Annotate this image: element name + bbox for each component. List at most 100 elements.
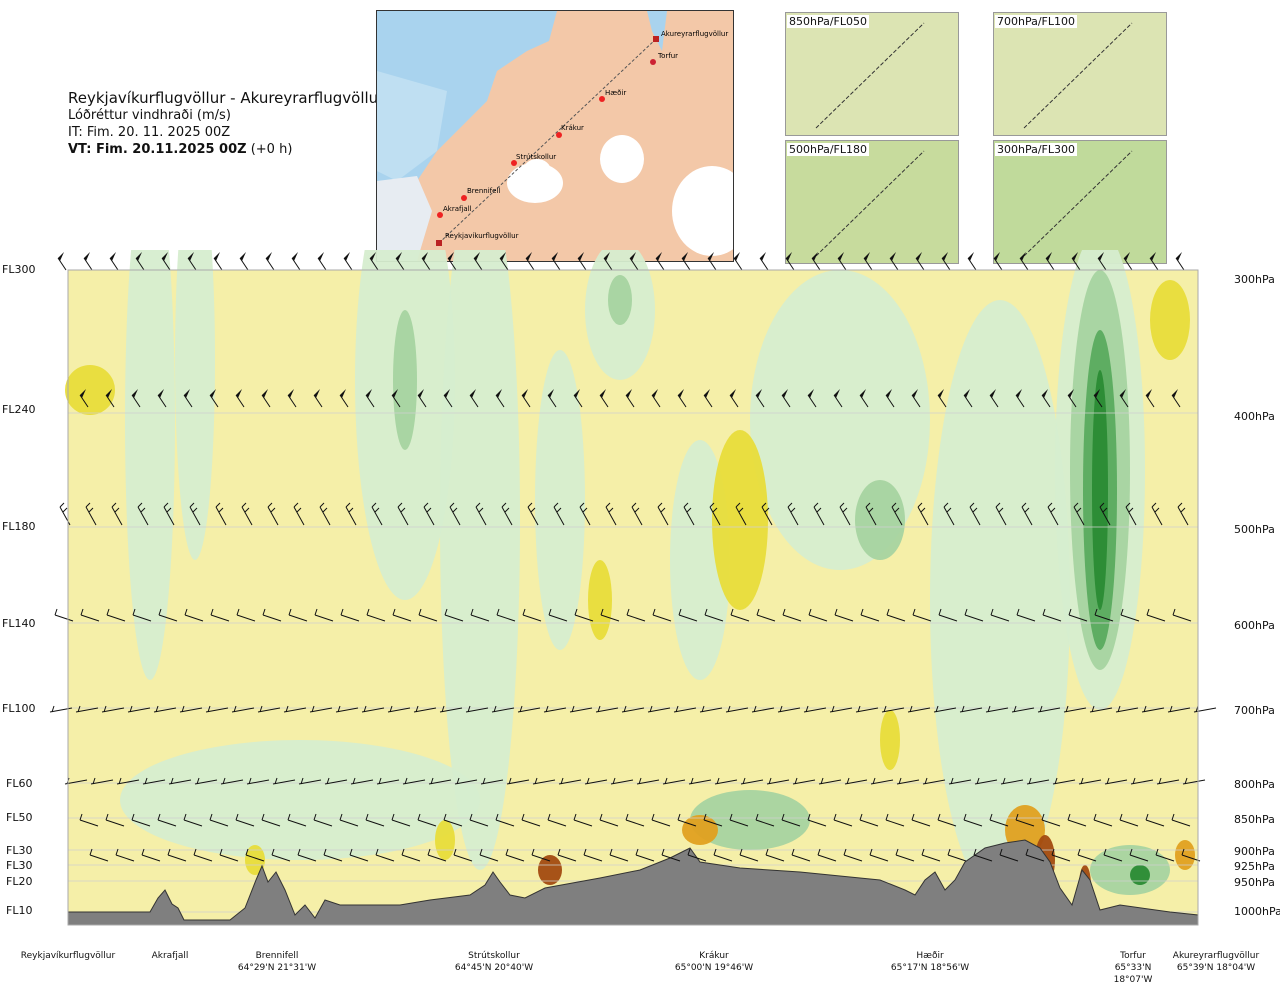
barb-feather	[326, 777, 330, 785]
loc-strutskollur-coord: 64°45'N 20°40'W	[454, 963, 534, 973]
wind-barb-58	[443, 389, 453, 408]
barb-staff	[631, 506, 643, 526]
barb-feather	[287, 813, 291, 821]
thumb-850[interactable]: 850hPa/FL050	[785, 12, 959, 136]
barb-staff	[740, 779, 764, 785]
barb-feather	[820, 777, 824, 785]
wind-barb-281	[521, 813, 541, 827]
barb-staff	[803, 707, 827, 713]
barb-staff	[141, 854, 161, 862]
barb-feather	[496, 608, 500, 616]
barb-staff	[599, 394, 609, 408]
barb-flag	[162, 252, 168, 261]
variable-label: Lóðréttur vindhraði (m/s)	[68, 108, 231, 123]
barb-feather	[600, 608, 604, 616]
barb-feather	[872, 777, 876, 785]
barb-feather	[690, 777, 694, 785]
wind-barb-290	[755, 813, 775, 827]
barb-staff	[915, 257, 925, 271]
fl-label-60: FL60	[6, 777, 33, 790]
wind-barb-267	[157, 813, 177, 827]
barb-staff	[135, 257, 145, 271]
wind-barb-317	[349, 848, 369, 862]
thumb-500[interactable]: 500hPa/FL180	[785, 140, 959, 264]
field-blob-19	[1150, 280, 1190, 360]
wind-barb-299	[989, 813, 1009, 827]
barb-feather	[894, 507, 900, 513]
wind-barb-14	[421, 252, 431, 271]
wind-barb-50	[235, 389, 245, 408]
barb-flag	[886, 389, 892, 398]
barb-staff	[209, 394, 219, 408]
barb-flag	[526, 252, 532, 261]
barb-flag	[604, 252, 610, 261]
barb-staff	[361, 707, 385, 713]
barb-feather	[735, 502, 741, 508]
wind-barb-284	[599, 813, 619, 827]
barb-feather	[418, 608, 422, 616]
fl-label-50: FL50	[6, 811, 33, 824]
wind-barb-346	[1103, 848, 1123, 862]
wind-barb-251	[870, 777, 894, 785]
barb-staff	[937, 819, 957, 827]
wind-barb-166	[964, 608, 984, 622]
wind-barb-12	[369, 252, 379, 271]
wind-barb-208	[907, 705, 931, 713]
wind-barb-273	[313, 813, 333, 827]
barb-feather	[545, 705, 549, 713]
wind-barb-155	[678, 608, 698, 622]
barb-flag	[994, 252, 1000, 261]
wind-barb-207	[881, 705, 905, 713]
wind-barb-278	[443, 813, 463, 827]
wind-barb-113	[735, 502, 747, 526]
barb-staff	[288, 614, 308, 622]
thumb-700[interactable]: 700hPa/FL100	[993, 12, 1167, 136]
wind-barb-77	[937, 389, 947, 408]
barb-feather	[274, 777, 278, 785]
wind-barb-191	[465, 705, 489, 713]
field-blob-4	[440, 250, 520, 870]
wind-barb-260	[1104, 777, 1128, 785]
wind-barb-131	[54, 608, 74, 622]
barb-staff	[163, 506, 175, 526]
barb-feather	[401, 848, 405, 856]
wind-barb-291	[781, 813, 801, 827]
barb-staff	[1025, 854, 1045, 862]
barb-feather	[163, 502, 169, 508]
wind-barb-133	[106, 608, 126, 622]
barb-feather	[1065, 705, 1069, 713]
barb-staff	[1167, 707, 1191, 713]
barb-feather	[519, 705, 523, 713]
wind-barb-102	[449, 502, 461, 526]
barb-staff	[652, 614, 672, 622]
barb-feather	[259, 705, 263, 713]
barb-staff	[272, 779, 296, 785]
barb-staff	[1099, 506, 1111, 526]
map-label-reykjavik: Reykjavíkurflugvöllur	[445, 232, 519, 240]
wind-barb-40	[1097, 252, 1107, 271]
wind-barb-238	[532, 777, 556, 785]
wind-barb-147	[470, 608, 490, 622]
barb-staff	[833, 819, 853, 827]
loc-krakur: Krákur 65°00'N 19°46'W	[664, 950, 764, 974]
wind-barb-129	[1151, 502, 1163, 526]
wind-barb-298	[963, 813, 983, 827]
wind-barb-80	[1015, 389, 1025, 408]
barb-feather	[998, 507, 1004, 513]
barb-feather	[245, 848, 249, 856]
wind-barb-183	[257, 705, 281, 713]
barb-staff	[963, 394, 973, 408]
barb-staff	[703, 394, 713, 408]
barb-staff	[142, 779, 166, 785]
wind-barb-204	[803, 705, 827, 713]
barb-feather	[129, 705, 133, 713]
wind-barb-137	[210, 608, 230, 622]
barb-feather	[527, 502, 533, 508]
barb-feather	[236, 608, 240, 616]
field-blob-17	[588, 560, 612, 640]
wind-barb-185	[309, 705, 333, 713]
barb-staff	[1119, 819, 1139, 827]
thumb-300[interactable]: 300hPa/FL300	[993, 140, 1167, 264]
barb-feather	[868, 507, 874, 513]
barb-staff	[501, 506, 513, 526]
